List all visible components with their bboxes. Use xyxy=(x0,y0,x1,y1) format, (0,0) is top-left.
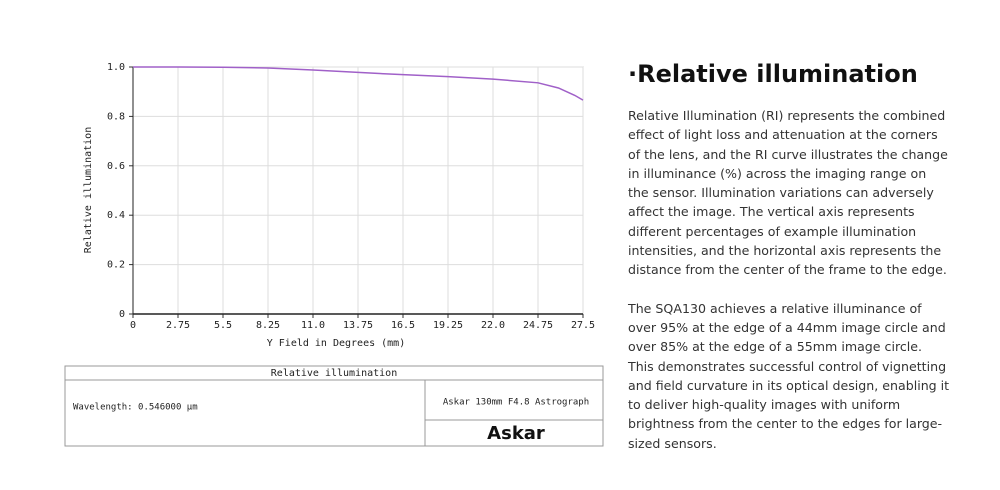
x-tick-label: 5.5 xyxy=(214,320,232,331)
paragraph: The SQA130 achieves a relative illuminan… xyxy=(628,300,950,451)
y-tick-label: 0 xyxy=(119,309,125,320)
lens-name: Askar 130mm F4.8 Astrograph xyxy=(443,398,589,408)
x-tick-label: 11.0 xyxy=(301,320,325,331)
y-tick-label: 1.0 xyxy=(107,62,125,73)
y-tick-label: 0.8 xyxy=(107,111,125,122)
paragraph: Relative Illumination (RI) represents th… xyxy=(628,108,948,278)
chart: Y Field in Degrees (mm) Relative illumin… xyxy=(64,62,604,447)
logo: Askar xyxy=(487,423,545,444)
x-tick-label: 22.0 xyxy=(481,320,505,331)
x-tick-label: 8.25 xyxy=(256,320,280,331)
series-line xyxy=(133,66,584,101)
x-tick-label: 13.75 xyxy=(343,320,373,331)
info-box xyxy=(64,365,604,447)
info-title: Relative illumination xyxy=(271,368,397,379)
y-tick-label: 0.2 xyxy=(107,260,125,271)
x-tick-label: 16.5 xyxy=(391,320,415,331)
x-tick-label: 24.75 xyxy=(523,320,553,331)
y-axis-label: Relative illumination xyxy=(83,127,94,253)
x-tick-label: 27.5 xyxy=(571,320,595,331)
y-tick-label: 0.6 xyxy=(107,161,125,172)
heading: ·Relative illumination xyxy=(628,60,918,88)
x-axis-label: Y Field in Degrees (mm) xyxy=(267,338,405,349)
wavelength: Wavelength: 0.546000 µm xyxy=(73,403,198,413)
side-text: ·Relative illumination Relative Illumina… xyxy=(628,60,950,472)
x-tick-label: 19.25 xyxy=(433,320,463,331)
x-tick-label: 2.75 xyxy=(166,320,190,331)
x-tick-label: 0 xyxy=(130,320,136,331)
y-tick-label: 0.4 xyxy=(107,210,125,221)
